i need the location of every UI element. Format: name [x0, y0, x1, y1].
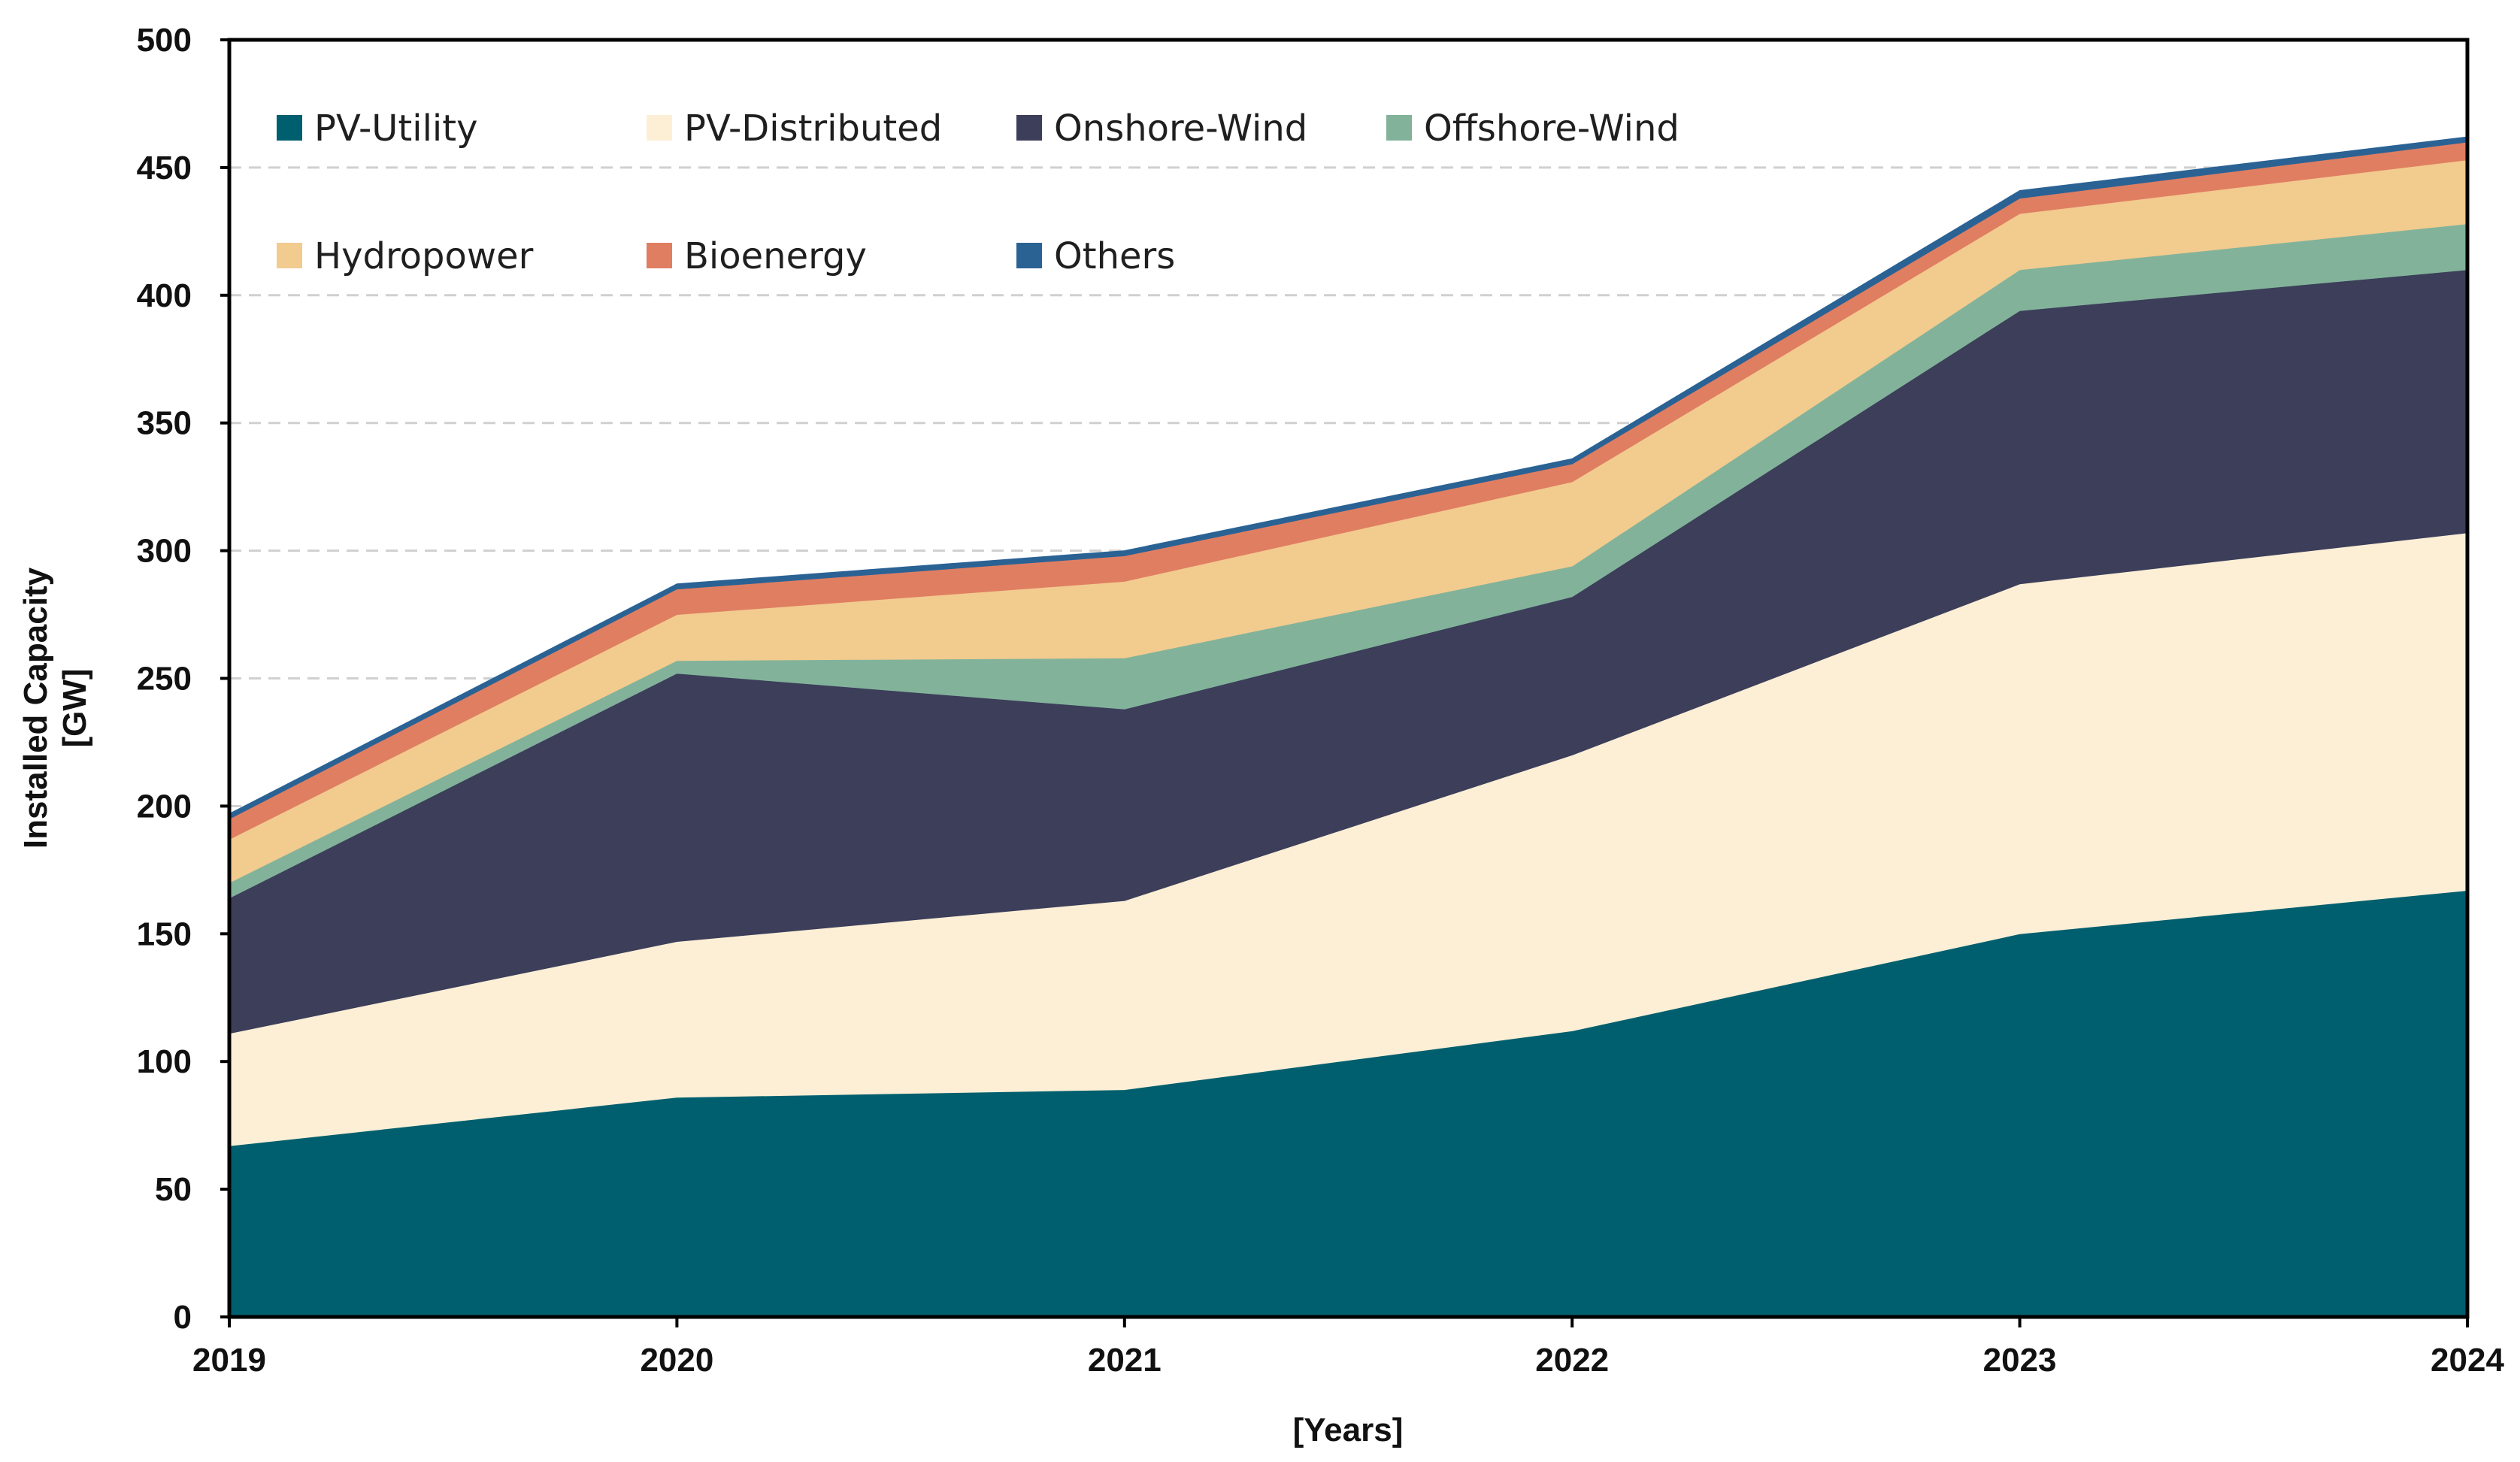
legend: PV-Utility PV-Distributed Onshore-Wind Offs…	[277, 107, 1679, 277]
legend-swatch-hydropower	[277, 243, 302, 268]
y-tick-label: 200	[137, 788, 192, 825]
legend-label-others: Others	[1054, 235, 1175, 277]
series-areas	[229, 136, 2468, 1318]
x-tick-label: 2019	[192, 1342, 266, 1379]
y-tick-label: 150	[137, 916, 192, 952]
legend-swatch-others	[1016, 243, 1042, 268]
y-axis-ticks: 0 50 100 150 200 250 300 350 400 450 500	[137, 22, 229, 1336]
legend-label-onshore-wind: Onshore-Wind	[1054, 107, 1307, 150]
legend-label-pv-distributed: PV-Distributed	[684, 107, 942, 150]
y-axis-title-line1: Installed Capacity	[17, 567, 54, 849]
legend-label-pv-utility: PV-Utility	[314, 107, 477, 150]
legend-label-hydropower: Hydropower	[314, 235, 534, 277]
y-tick-label: 50	[155, 1171, 192, 1208]
x-tick-label: 2020	[640, 1342, 713, 1379]
y-tick-label: 300	[137, 533, 192, 570]
x-axis-title: [Years]	[1293, 1412, 1404, 1448]
y-tick-label: 250	[137, 661, 192, 698]
legend-swatch-offshore-wind	[1386, 115, 1412, 141]
x-tick-label: 2021	[1088, 1342, 1162, 1379]
x-tick-label: 2023	[1983, 1342, 2057, 1379]
legend-swatch-onshore-wind	[1016, 115, 1042, 141]
x-axis-ticks: 2019 2020 2021 2022 2023 2024	[192, 1317, 2504, 1379]
legend-label-offshore-wind: Offshore-Wind	[1424, 107, 1679, 150]
legend-swatch-pv-distributed	[647, 115, 672, 141]
y-tick-label: 0	[174, 1299, 192, 1336]
y-tick-label: 350	[137, 405, 192, 442]
legend-swatch-pv-utility	[277, 115, 302, 141]
x-tick-label: 2024	[2431, 1342, 2504, 1379]
y-axis-title: Installed Capacity [GW]	[17, 567, 93, 849]
y-tick-label: 450	[137, 150, 192, 186]
y-tick-label: 100	[137, 1043, 192, 1080]
x-tick-label: 2022	[1535, 1342, 1609, 1379]
y-tick-label: 500	[137, 22, 192, 59]
legend-swatch-bioenergy	[647, 243, 672, 268]
y-axis-title-line2: [GW]	[56, 668, 93, 747]
legend-label-bioenergy: Bioenergy	[684, 235, 867, 277]
y-tick-label: 400	[137, 277, 192, 314]
